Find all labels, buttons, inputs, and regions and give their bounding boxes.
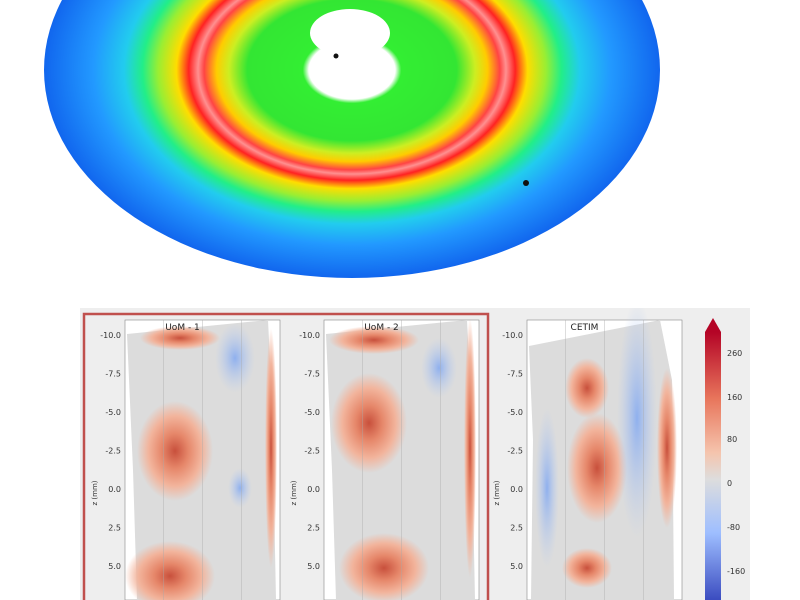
y-tick-label: -2.5 (507, 447, 523, 456)
y-axis-label: z (mm) (493, 480, 501, 505)
colorbar-tick-label: 260 (727, 349, 742, 358)
contour-blob (562, 548, 612, 588)
marker-point (333, 53, 339, 59)
contour-blob (464, 318, 476, 578)
y-tick-label: 2.5 (510, 524, 523, 533)
contour-blob (535, 408, 559, 568)
contour-blob (228, 468, 252, 508)
contour-blob (657, 368, 677, 528)
y-tick-label: -7.5 (507, 370, 523, 379)
y-tick-label: -7.5 (105, 370, 121, 379)
y-tick-label: 0.0 (510, 485, 523, 494)
marker-point (523, 180, 529, 186)
contour-blob (339, 533, 429, 600)
y-tick-label: -5.0 (507, 408, 523, 417)
selection-box (82, 312, 490, 600)
y-tick-label: 5.0 (108, 562, 121, 571)
panel-1: -10.0 -7.5 -5.0 -2.5 0.0 2.5 5.0 z (mm) UoM - 1 (91, 319, 281, 600)
contour-blob (421, 338, 457, 398)
y-tick-label: -10.0 (502, 331, 523, 340)
colorbar-extend-arrow (705, 318, 721, 332)
y-tick-label: 0.0 (108, 485, 121, 494)
colorbar-tick-label: 160 (727, 393, 742, 402)
contour-blob (137, 401, 213, 501)
y-tick-label: 2.5 (307, 524, 320, 533)
y-tick-label: 2.5 (108, 524, 121, 533)
colorbar-tick-label: 80 (727, 435, 737, 444)
y-tick-label: -10.0 (100, 331, 121, 340)
panel-title: CETIM (571, 323, 599, 333)
contour-blob (215, 323, 255, 393)
y-tick-label: -5.0 (304, 408, 320, 417)
panel-title: UoM - 1 (165, 323, 200, 333)
contour-blob (265, 328, 277, 568)
disc-center-hole (310, 9, 390, 57)
panel-title: UoM - 2 (364, 323, 399, 333)
contour-blob (140, 326, 220, 350)
contour-blob (565, 358, 609, 418)
y-tick-label: -10.0 (299, 331, 320, 340)
colorbar-tick-label: -160 (727, 567, 745, 576)
y-tick-label: -2.5 (105, 447, 121, 456)
contour-blob (329, 326, 419, 354)
contour-blob (125, 541, 215, 600)
contour-blob (331, 373, 407, 473)
disc-body (44, 0, 660, 278)
colorbar-tick-label: 0 (727, 479, 732, 488)
y-tick-label: 0.0 (307, 485, 320, 494)
y-axis-label: z (mm) (91, 480, 99, 505)
y-tick-label: 5.0 (510, 562, 523, 571)
panel-3: -10.0 -7.5 -5.0 -2.5 0.0 2.5 5.0 z (mm) CETIM (493, 308, 683, 600)
contour-blob (567, 413, 627, 523)
y-tick-label: -7.5 (304, 370, 320, 379)
contour-panels-figure: -10.0 -7.5 -5.0 -2.5 0.0 2.5 5.0 z (mm) UoM - 1-… (80, 308, 750, 600)
y-tick-label: -5.0 (105, 408, 121, 417)
colorbar-tick-label: -80 (727, 523, 740, 532)
contour-blob (617, 308, 657, 538)
y-tick-label: -2.5 (304, 447, 320, 456)
colorbar (705, 332, 721, 600)
y-axis-label: z (mm) (290, 480, 298, 505)
disc-surface-plot (44, 0, 660, 278)
y-tick-label: 5.0 (307, 562, 320, 571)
panel-2: -10.0 -7.5 -5.0 -2.5 0.0 2.5 5.0 z (mm) UoM - 2 (290, 318, 480, 600)
